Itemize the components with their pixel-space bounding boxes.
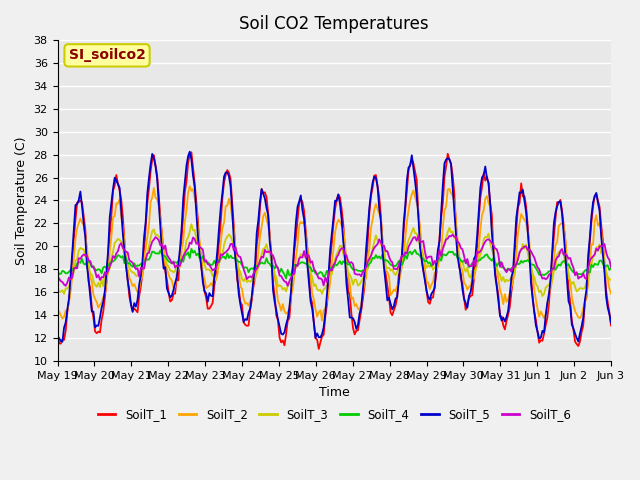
SoilT_1	[134, 310, 141, 315]
SoilT_6	[449, 232, 456, 238]
SoilT_4	[511, 265, 518, 271]
X-axis label: Time: Time	[319, 386, 349, 399]
SoilT_6	[135, 274, 143, 279]
Legend: SoilT_1, SoilT_2, SoilT_3, SoilT_4, SoilT_5, SoilT_6: SoilT_1, SoilT_2, SoilT_3, SoilT_4, Soil…	[93, 403, 575, 425]
SoilT_1	[188, 149, 195, 155]
SoilT_5	[392, 296, 399, 302]
SoilT_6	[511, 264, 518, 270]
SoilT_5	[186, 149, 194, 155]
SoilT_3	[54, 283, 61, 288]
SoilT_1	[154, 172, 161, 178]
SoilT_3	[134, 273, 141, 279]
SoilT_1	[499, 323, 507, 328]
SoilT_5	[155, 200, 163, 205]
SoilT_6	[539, 276, 547, 281]
SoilT_3	[390, 270, 397, 276]
SoilT_1	[607, 323, 615, 328]
SoilT_3	[539, 293, 547, 299]
SoilT_2	[499, 301, 507, 307]
Line: SoilT_6: SoilT_6	[58, 235, 611, 286]
Line: SoilT_5: SoilT_5	[58, 152, 611, 342]
SoilT_3	[509, 273, 517, 278]
SoilT_2	[134, 289, 141, 295]
SoilT_2	[511, 271, 518, 277]
Line: SoilT_3: SoilT_3	[58, 224, 611, 296]
SoilT_4	[54, 268, 61, 274]
SoilT_6	[54, 273, 61, 279]
Line: SoilT_4: SoilT_4	[58, 249, 611, 278]
SoilT_6	[62, 283, 70, 289]
SoilT_4	[539, 272, 547, 277]
SoilT_2	[54, 307, 61, 313]
SoilT_3	[537, 288, 545, 293]
SoilT_4	[499, 264, 507, 270]
SoilT_3	[607, 277, 615, 283]
SoilT_2	[154, 196, 161, 202]
Y-axis label: Soil Temperature (C): Soil Temperature (C)	[15, 136, 28, 264]
SoilT_2	[186, 183, 194, 189]
SoilT_4	[154, 251, 161, 256]
Text: SI_soilco2: SI_soilco2	[68, 48, 145, 62]
SoilT_6	[607, 264, 615, 270]
SoilT_5	[607, 320, 615, 325]
SoilT_5	[499, 315, 507, 321]
SoilT_3	[188, 221, 195, 227]
SoilT_6	[155, 237, 163, 243]
SoilT_4	[282, 276, 290, 281]
SoilT_5	[539, 328, 547, 334]
SoilT_3	[154, 232, 161, 238]
Line: SoilT_2: SoilT_2	[58, 186, 611, 321]
SoilT_2	[392, 288, 399, 294]
SoilT_5	[54, 333, 61, 338]
SoilT_1	[392, 303, 399, 309]
Line: SoilT_1: SoilT_1	[58, 152, 611, 349]
SoilT_1	[511, 252, 518, 257]
SoilT_4	[134, 263, 141, 268]
SoilT_2	[607, 291, 615, 297]
SoilT_6	[390, 266, 397, 272]
SoilT_5	[135, 282, 143, 288]
SoilT_4	[392, 264, 399, 269]
SoilT_5	[511, 240, 518, 246]
SoilT_1	[539, 338, 547, 344]
SoilT_1	[54, 331, 61, 337]
SoilT_5	[59, 339, 67, 345]
SoilT_4	[607, 265, 615, 271]
SoilT_3	[498, 278, 506, 284]
SoilT_1	[315, 346, 323, 352]
SoilT_4	[188, 246, 195, 252]
SoilT_2	[318, 318, 326, 324]
SoilT_6	[499, 264, 507, 270]
Title: Soil CO2 Temperatures: Soil CO2 Temperatures	[239, 15, 429, 33]
SoilT_2	[539, 312, 547, 318]
